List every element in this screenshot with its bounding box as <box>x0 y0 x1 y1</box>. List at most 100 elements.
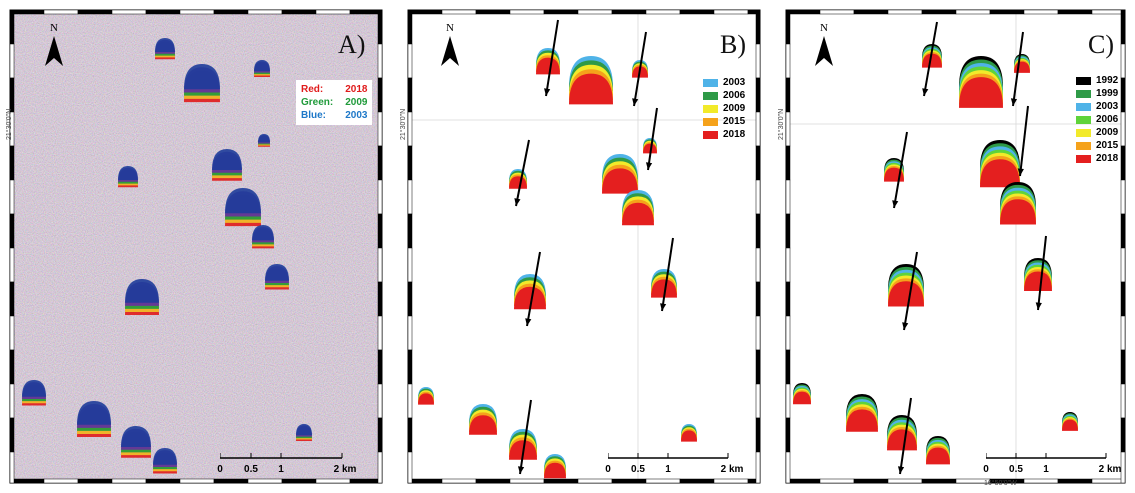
frame-tick <box>377 383 383 419</box>
legend-c-row-2006: 2006 <box>1076 113 1118 126</box>
frame-tick <box>989 9 1025 15</box>
north-arrow-a: N <box>40 22 68 70</box>
frame-tick <box>9 417 15 453</box>
north-letter-c: N <box>820 22 828 34</box>
lat-label-b: 21°30'0"N <box>400 108 407 140</box>
year-legend-b: 2003 2006 2009 2015 2018 <box>703 76 745 141</box>
dune-band-a <box>77 401 111 425</box>
scale-tick-c-1: 0.5 <box>1009 464 1023 475</box>
legend-c-swatch-2015 <box>1076 141 1091 150</box>
dune-front-b <box>536 57 560 75</box>
dune-group-c <box>793 44 1078 465</box>
arrow-head-b <box>525 318 532 326</box>
migration-arrow-b <box>526 251 541 327</box>
frame-tick <box>377 111 383 147</box>
frame-tick <box>407 179 413 215</box>
frame-tick <box>407 383 413 419</box>
frame-tick <box>755 43 761 79</box>
frame-tick <box>77 478 113 484</box>
frame-tick <box>785 179 791 215</box>
frame-tick <box>9 213 15 249</box>
frame-tick <box>853 478 889 484</box>
frame-tick <box>1120 281 1126 317</box>
frame-border <box>785 9 1126 484</box>
legend-red-value: 2018 <box>345 84 368 95</box>
frame-tick <box>407 451 413 484</box>
legend-b-swatch-2018 <box>703 130 718 139</box>
lat-label-a: 21°30'0"N <box>6 108 13 140</box>
frame-tick <box>407 111 413 147</box>
frame-tick <box>407 9 443 15</box>
arrow-head-b <box>514 198 521 206</box>
arrow-group-b <box>514 19 674 475</box>
frame-tick <box>755 315 761 351</box>
dune-band-a <box>184 64 220 90</box>
legend-c-row-2018: 2018 <box>1076 152 1118 165</box>
arrow-head-b <box>632 98 639 106</box>
panel-label-c: C) <box>1088 30 1114 59</box>
dune-band-a <box>153 448 177 465</box>
frame-tick <box>9 383 15 419</box>
scale-bar-b: 0 0.5 1 2 km <box>605 450 748 480</box>
frame-tick <box>377 315 383 351</box>
dune-front-c <box>846 409 878 432</box>
frame-tick <box>1091 9 1126 15</box>
frame-tick <box>407 417 413 453</box>
scale-tick-a-1: 0.5 <box>244 464 258 475</box>
frame-tick <box>577 478 613 484</box>
migration-arrow-c <box>903 251 918 331</box>
frame-tick <box>755 349 761 385</box>
dune-front-c <box>980 159 1020 188</box>
frame-tick <box>1120 43 1126 79</box>
frame-tick <box>377 417 383 453</box>
frame-tick <box>9 179 15 215</box>
dune-front-c <box>888 281 924 307</box>
frame-tick <box>887 9 923 15</box>
frame-tick <box>1023 9 1059 15</box>
frame-tick <box>407 43 413 79</box>
frame-tick <box>785 247 791 283</box>
migration-arrow-b <box>515 139 530 207</box>
north-arrow-b: N <box>436 22 464 70</box>
arrow-group-c <box>892 21 1047 475</box>
legend-b-year-2015: 2015 <box>723 116 746 127</box>
panel-label-a: A) <box>338 30 366 59</box>
frame-tick <box>1120 315 1126 351</box>
legend-b-year-2018: 2018 <box>723 129 746 140</box>
legend-b-swatch-2009 <box>703 104 718 113</box>
frame-tick <box>755 213 761 249</box>
arrow-head-c <box>1017 168 1024 176</box>
migration-arrow-b <box>661 237 674 312</box>
migration-arrow-c <box>923 21 938 97</box>
north-arrow-icon <box>441 36 459 66</box>
north-arrow-icon <box>45 36 63 66</box>
frame-tick <box>755 179 761 215</box>
migration-arrow-b <box>545 19 559 97</box>
legend-c-year-2018: 2018 <box>1096 153 1119 164</box>
frame-tick <box>543 9 579 15</box>
frame-tick <box>755 111 761 147</box>
dune-band-a <box>125 279 159 303</box>
frame-tick <box>9 145 15 181</box>
map-frame-a <box>9 9 383 484</box>
migration-arrow-c <box>893 131 908 209</box>
migration-arrow-c <box>1037 235 1047 311</box>
frame-tick <box>9 9 15 45</box>
dune-front-b <box>509 176 527 189</box>
frame-tick <box>377 77 383 113</box>
frame-tick <box>349 478 383 484</box>
dune-band-a <box>22 380 46 397</box>
dune-band-a <box>296 424 312 436</box>
lon-label-c: 16°50'0"W <box>984 480 1017 487</box>
frame-tick <box>785 383 791 419</box>
legend-c-row-2009: 2009 <box>1076 126 1118 139</box>
legend-b-row-2018: 2018 <box>703 128 745 141</box>
frame-tick <box>377 349 383 385</box>
dune-band-a <box>212 149 242 170</box>
legend-c-year-2015: 2015 <box>1096 140 1119 151</box>
arrow-head-c <box>902 322 909 330</box>
frame-tick <box>407 478 443 484</box>
scale-bar-graphic-a <box>220 453 343 459</box>
frame-tick <box>1120 145 1126 181</box>
migration-arrow-c <box>899 397 912 475</box>
